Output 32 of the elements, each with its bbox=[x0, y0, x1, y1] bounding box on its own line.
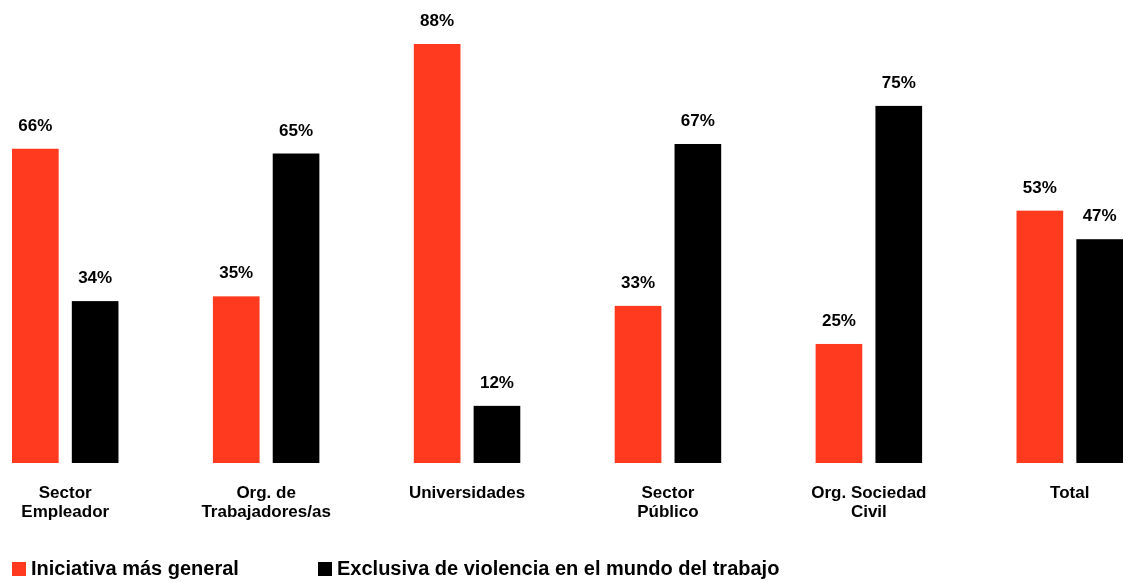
data-label: 47% bbox=[1082, 206, 1117, 226]
x-tick-label: Total bbox=[1050, 483, 1090, 502]
bar bbox=[212, 296, 260, 463]
data-label: 12% bbox=[479, 372, 514, 392]
x-tick-label: Universidades bbox=[408, 483, 526, 502]
data-label: 25% bbox=[821, 310, 856, 330]
data-label: 75% bbox=[881, 72, 916, 92]
x-tick-label: Sector Empleador bbox=[21, 483, 110, 521]
legend-label: Iniciativa más general bbox=[31, 557, 239, 579]
bar bbox=[674, 143, 722, 463]
data-label: 34% bbox=[78, 268, 113, 288]
x-tick-label: Org. Sociedad Civil bbox=[811, 483, 927, 521]
bar bbox=[1076, 239, 1123, 463]
bar bbox=[1016, 210, 1064, 463]
bar bbox=[875, 105, 923, 463]
data-label: 65% bbox=[279, 120, 314, 140]
bar bbox=[413, 44, 461, 463]
x-tick-label: Sector Público bbox=[637, 483, 699, 521]
bar bbox=[71, 301, 119, 463]
data-label: 88% bbox=[420, 11, 455, 30]
data-label: 35% bbox=[219, 263, 254, 283]
data-label: 67% bbox=[680, 110, 715, 130]
bar bbox=[815, 343, 863, 463]
data-label: 66% bbox=[18, 115, 53, 135]
x-tick-label: Org. de Trabajadores/as bbox=[201, 483, 331, 521]
data-label: 53% bbox=[1022, 177, 1057, 197]
bar bbox=[473, 405, 521, 463]
data-label: 33% bbox=[621, 272, 656, 292]
bar bbox=[272, 153, 320, 463]
legend-label: Exclusiva de violencia en el mundo del trabajo bbox=[337, 557, 780, 579]
bar bbox=[12, 148, 59, 463]
bar bbox=[614, 305, 662, 463]
